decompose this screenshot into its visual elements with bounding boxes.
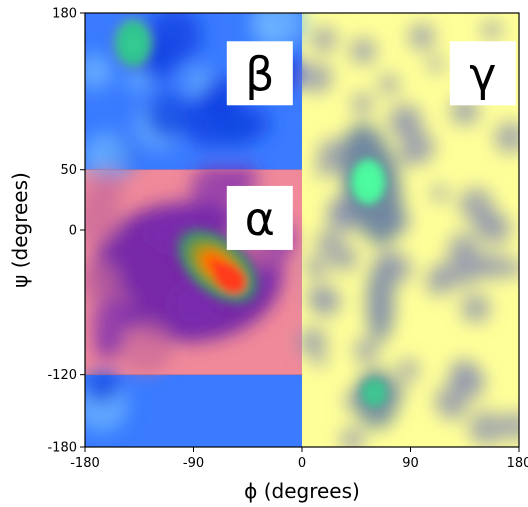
- gamma-texture-blob: [311, 26, 337, 53]
- alpha-texture-blob: [85, 259, 120, 305]
- gamma-texture-blob: [468, 410, 504, 446]
- gamma-texture-blob: [427, 56, 444, 73]
- y-axis-label: ψ (degrees): [8, 172, 32, 288]
- region-label-3: γ: [469, 47, 496, 101]
- region-label-box: [449, 41, 516, 106]
- beta-texture-blob: [236, 106, 270, 140]
- gamma-texture-blob: [460, 293, 491, 323]
- gamma-texture-blob: [448, 406, 462, 420]
- beta-texture-blob: [85, 132, 132, 181]
- beta-texture-blob: [85, 371, 119, 404]
- density-peak-1: [117, 21, 150, 66]
- gamma-texture-blob: [408, 23, 436, 51]
- gamma-texture-blob: [482, 20, 502, 40]
- density-peak-3: [362, 378, 387, 407]
- gamma-texture-blob: [312, 353, 327, 368]
- gamma-texture-blob: [431, 184, 449, 202]
- y-tick-label: 0: [69, 224, 77, 239]
- y-tick-label: 180: [52, 7, 77, 22]
- alpha-texture-blob: [120, 321, 173, 374]
- gamma-texture-blob: [330, 244, 358, 272]
- gamma-texture-blob: [494, 121, 519, 154]
- density-peak-2: [352, 159, 385, 204]
- alpha-texture-blob: [85, 196, 121, 245]
- gamma-texture-blob: [349, 37, 377, 65]
- gamma-texture-blob: [398, 149, 416, 167]
- x-tick-label: 90: [402, 456, 419, 471]
- beta-texture-blob: [145, 93, 192, 140]
- gamma-band-middle: [366, 262, 395, 343]
- gamma-texture-blob: [305, 256, 328, 279]
- gamma-texture-blob: [503, 258, 519, 278]
- region-label-box: [226, 41, 293, 106]
- gamma-texture-blob: [451, 365, 486, 400]
- gamma-texture-blob: [301, 62, 333, 94]
- beta-texture-blob: [85, 53, 113, 90]
- y-tick-label: -180: [47, 441, 77, 456]
- gamma-texture-blob: [500, 411, 519, 441]
- y-tick-label: 50: [60, 163, 77, 178]
- region-label-box: [226, 185, 293, 250]
- region-label-1: α: [245, 192, 275, 246]
- gamma-texture-blob: [353, 338, 379, 363]
- density-peak-0: [213, 262, 246, 294]
- x-tick-label: -180: [70, 456, 100, 471]
- beta-texture-blob: [250, 13, 305, 49]
- gamma-texture-blob: [327, 197, 356, 226]
- gamma-texture-blob: [340, 427, 365, 447]
- x-tick-label: 0: [298, 456, 306, 471]
- gamma-texture-blob: [378, 74, 400, 95]
- gamma-texture-blob: [311, 286, 342, 317]
- alpha-texture-blob: [91, 298, 135, 343]
- x-axis-label: ϕ (degrees): [244, 479, 360, 503]
- gamma-texture-blob: [387, 103, 423, 138]
- x-tick-label: -90: [183, 456, 204, 471]
- beta-texture-blob: [126, 69, 150, 92]
- gamma-texture-blob: [298, 327, 328, 357]
- beta-texture-blob: [146, 13, 202, 64]
- gamma-texture-blob: [467, 255, 491, 278]
- gamma-texture-blob: [425, 269, 453, 296]
- y-tick-label: -120: [47, 368, 77, 383]
- gamma-texture-blob: [458, 187, 494, 222]
- gamma-texture-blob: [397, 358, 420, 381]
- x-tick-label: 180: [507, 456, 528, 471]
- gamma-texture-blob: [351, 93, 374, 115]
- region-label-0: β: [245, 47, 274, 101]
